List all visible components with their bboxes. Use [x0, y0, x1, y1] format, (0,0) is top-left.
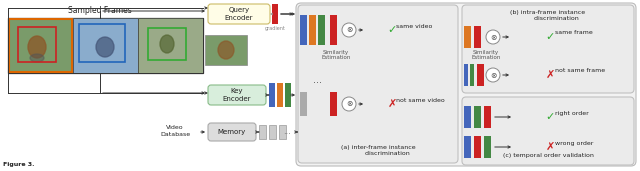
Text: (b) intra-frame instance
        discrimination: (b) intra-frame instance discrimination — [511, 10, 586, 21]
Bar — [279, 125, 286, 139]
Text: ⊗: ⊗ — [346, 25, 352, 35]
FancyBboxPatch shape — [462, 97, 634, 165]
Bar — [309, 15, 316, 45]
Bar — [330, 15, 337, 45]
Bar — [330, 92, 337, 116]
Text: Similarity
Estimation: Similarity Estimation — [471, 50, 500, 60]
Bar — [477, 64, 484, 86]
Bar — [277, 83, 283, 107]
Bar — [8, 18, 203, 73]
Bar — [138, 18, 203, 73]
Text: gradient: gradient — [264, 26, 285, 31]
FancyBboxPatch shape — [208, 4, 270, 24]
Bar — [8, 18, 73, 73]
Bar — [269, 83, 275, 107]
Bar — [318, 15, 325, 45]
Bar — [205, 35, 247, 65]
Text: same frame: same frame — [555, 30, 593, 36]
Bar — [484, 136, 491, 158]
Bar — [300, 92, 307, 116]
Bar — [464, 64, 468, 86]
FancyBboxPatch shape — [296, 3, 636, 166]
Text: ⊗: ⊗ — [490, 32, 496, 42]
Bar — [272, 4, 278, 24]
Bar — [464, 106, 471, 128]
Circle shape — [486, 30, 500, 44]
Text: ✗: ✗ — [545, 142, 555, 152]
Ellipse shape — [96, 37, 114, 57]
Text: Similarity
Estimation: Similarity Estimation — [321, 50, 351, 60]
Bar — [79, 24, 125, 62]
Text: ⊗: ⊗ — [490, 70, 496, 80]
Text: Sampled Frames: Sampled Frames — [68, 6, 132, 15]
Text: not same frame: not same frame — [555, 69, 605, 74]
Text: Memory: Memory — [218, 129, 246, 135]
Text: ...: ... — [314, 75, 323, 85]
Ellipse shape — [28, 36, 46, 58]
Bar — [464, 136, 471, 158]
Bar — [9, 19, 72, 72]
Text: ✗: ✗ — [545, 70, 555, 80]
Text: ✓: ✓ — [545, 112, 555, 122]
Text: not same video: not same video — [396, 97, 445, 102]
Text: (a) inter-frame instance
         discrimination: (a) inter-frame instance discrimination — [340, 145, 415, 156]
Bar — [138, 18, 203, 73]
Text: Figure 3.: Figure 3. — [3, 162, 35, 167]
Text: ...: ... — [283, 128, 291, 136]
FancyBboxPatch shape — [298, 5, 458, 163]
FancyBboxPatch shape — [208, 123, 256, 141]
Text: wrong order: wrong order — [555, 141, 593, 146]
Circle shape — [486, 68, 500, 82]
Circle shape — [342, 97, 356, 111]
Bar — [73, 18, 138, 73]
Text: Key
Encoder: Key Encoder — [223, 88, 252, 102]
Text: right order: right order — [555, 110, 589, 115]
Bar — [474, 106, 481, 128]
Bar — [18, 27, 56, 62]
FancyBboxPatch shape — [462, 5, 634, 93]
Text: (c) temporal order validation: (c) temporal order validation — [502, 153, 593, 158]
Bar — [148, 28, 186, 60]
Text: ✓: ✓ — [545, 32, 555, 42]
Bar — [300, 15, 307, 45]
Text: ✗: ✗ — [387, 99, 397, 109]
Bar — [73, 18, 138, 73]
Ellipse shape — [30, 54, 44, 62]
Ellipse shape — [218, 41, 234, 59]
Bar — [464, 26, 471, 48]
Text: Video
Database: Video Database — [160, 125, 190, 137]
Bar — [474, 26, 481, 48]
Bar — [269, 125, 276, 139]
Circle shape — [342, 23, 356, 37]
Bar — [484, 106, 491, 128]
Bar — [285, 83, 291, 107]
Text: ⊗: ⊗ — [346, 100, 352, 109]
Bar — [470, 64, 474, 86]
Text: Query
Encoder: Query Encoder — [225, 7, 253, 21]
Bar — [259, 125, 266, 139]
FancyBboxPatch shape — [208, 85, 266, 105]
Text: ✓: ✓ — [387, 25, 397, 35]
Ellipse shape — [160, 35, 174, 53]
Text: same video: same video — [396, 23, 433, 29]
Bar — [474, 136, 481, 158]
